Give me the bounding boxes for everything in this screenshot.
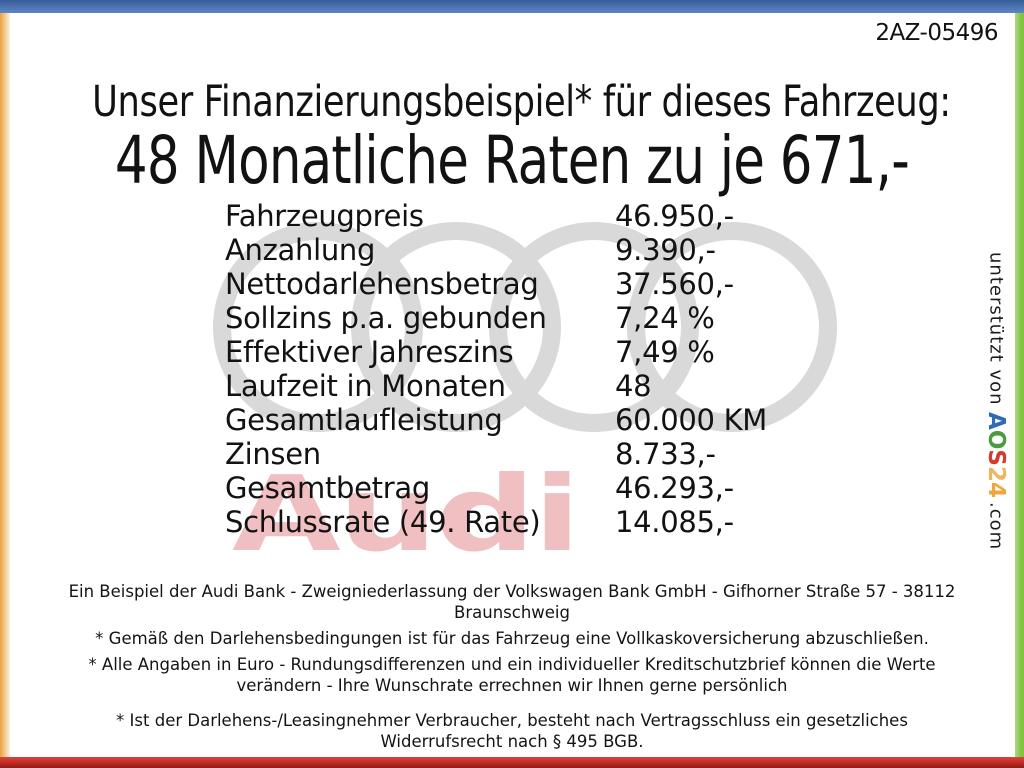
row-label: Anzahlung [225, 233, 376, 267]
table-row: Zinsen 8.733,- [225, 437, 767, 471]
table-row: Schlussrate (49. Rate) 14.085,- [225, 505, 767, 539]
page-title: Unser Finanzierungsbeispiel* für dieses … [92, 77, 951, 127]
page-subtitle: 48 Monatliche Raten zu je 671,- [114, 122, 910, 199]
table-row: Nettodarlehensbetrag 37.560,- [225, 267, 767, 301]
frame-stripe-bottom [0, 757, 1024, 768]
row-label: Nettodarlehensbetrag [225, 267, 539, 301]
frame-stripe-right [1015, 13, 1024, 757]
disclaimer-insurance: * Gemäß den Darlehensbedingungen ist für… [95, 629, 929, 648]
footer-disclaimers: Ein Beispiel der Audi Bank - Zweignieder… [40, 581, 984, 752]
aos24-letter: 4 [983, 481, 1009, 498]
row-value: 7,24 % [615, 301, 715, 335]
reference-code: 2AZ-05496 [875, 20, 998, 46]
table-row: Effektiver Jahreszins 7,49 % [225, 335, 767, 369]
row-label: Sollzins p.a. gebunden [225, 301, 547, 335]
table-row: Sollzins p.a. gebunden 7,24 % [225, 301, 767, 335]
finance-table: Fahrzeugpreis 46.950,- Anzahlung 9.390,-… [225, 199, 767, 539]
disclaimer-revocation: * Ist der Darlehens-/Leasingnehmer Verbr… [116, 711, 908, 751]
row-label: Zinsen [225, 437, 321, 471]
row-value: 48 [615, 369, 652, 403]
supported-by-vertical-text: unterstützt von AOS24 .com [983, 252, 1009, 592]
table-row: Gesamtbetrag 46.293,- [225, 471, 767, 505]
table-row: Gesamtlaufleistung 60.000 KM [225, 403, 767, 437]
row-label: Fahrzeugpreis [225, 199, 424, 233]
aos24-logo: AOS24 [983, 412, 1009, 498]
audi-text-watermark: Audi [232, 453, 581, 575]
disclaimer-bank-address: Ein Beispiel der Audi Bank - Zweignieder… [68, 582, 956, 622]
row-value: 46.293,- [615, 471, 734, 505]
aos24-letter: A [983, 411, 1009, 430]
row-value: 46.950,- [615, 199, 734, 233]
row-label: Laufzeit in Monaten [225, 369, 506, 403]
frame-stripe-left [0, 13, 10, 757]
aos24-letter: S [983, 448, 1009, 466]
row-value: 7,49 % [615, 335, 715, 369]
row-value: 14.085,- [615, 505, 734, 539]
aos24-letter: 2 [983, 465, 1009, 482]
row-label: Gesamtbetrag [225, 471, 430, 505]
row-label: Gesamtlaufleistung [225, 403, 503, 437]
row-value: 9.390,- [615, 233, 716, 267]
table-row: Laufzeit in Monaten 48 [225, 369, 767, 403]
row-label: Effektiver Jahreszins [225, 335, 514, 369]
supported-by-label: unterstützt von [985, 252, 1007, 406]
table-row: Fahrzeugpreis 46.950,- [225, 199, 767, 233]
table-row: Anzahlung 9.390,- [225, 233, 767, 267]
row-value: 37.560,- [615, 267, 734, 301]
row-label: Schlussrate (49. Rate) [225, 505, 541, 539]
row-value: 60.000 KM [615, 403, 768, 437]
frame-stripe-top [0, 0, 1024, 13]
aos24-letter: O [983, 429, 1009, 449]
row-value: 8.733,- [615, 437, 716, 471]
aos24-domain-suffix: .com [985, 501, 1007, 550]
disclaimer-euro-values: * Alle Angaben in Euro - Rundungsdiffere… [88, 655, 936, 695]
